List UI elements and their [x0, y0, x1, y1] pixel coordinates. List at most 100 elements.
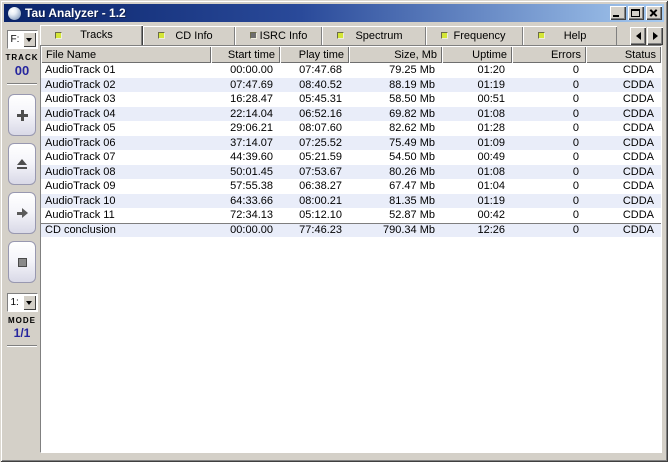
eject-button[interactable]: [8, 143, 36, 185]
cell-status: CDDA: [622, 224, 654, 237]
tab-label: Frequency: [453, 29, 506, 42]
cell-play-time: 06:52.16: [299, 107, 342, 120]
title-bar: Tau Analyzer - 1.2: [4, 4, 664, 22]
mode-select[interactable]: 1:: [6, 293, 38, 312]
cell-size: 81.35 Mb: [389, 194, 435, 207]
column-header-size[interactable]: Size, Mb: [349, 46, 442, 63]
tab-led-icon: [55, 31, 62, 39]
cell-play-time: 05:21.59: [299, 151, 342, 164]
cell-play-time: 05:12.10: [299, 209, 342, 222]
cell-status: CDDA: [622, 78, 654, 91]
tab-label: CD Info: [175, 29, 213, 42]
minimize-button[interactable]: [610, 6, 626, 20]
cell-errors: 0: [572, 180, 579, 193]
cell-file-name: AudioTrack 10: [45, 194, 116, 207]
stop-button[interactable]: [8, 241, 36, 283]
cell-status: CDDA: [622, 64, 654, 77]
drive-select[interactable]: F:: [6, 30, 38, 49]
tab-label: ISRC Info: [259, 29, 308, 42]
mode-select-dropdown-button[interactable]: [22, 295, 36, 310]
drive-select-dropdown-button[interactable]: [22, 32, 36, 47]
cell-start-time: 72:34.13: [230, 209, 273, 222]
column-header-errors[interactable]: Errors: [512, 46, 586, 63]
cell-size: 58.50 Mb: [389, 93, 435, 106]
column-header-start-time[interactable]: Start time: [211, 46, 280, 63]
table-row[interactable]: AudioTrack 09 57:55.38 06:38.27 67.47 Mb 01:…: [41, 179, 661, 194]
table-row[interactable]: AudioTrack 08 50:01.45 07:53.67 80.26 Mb 01:…: [41, 164, 661, 179]
tab-led-icon: [250, 32, 257, 39]
track-table: File Name Start time Play time Size, Mb …: [40, 45, 662, 453]
cell-play-time: 08:07.60: [299, 122, 342, 135]
tab-scroll-left-button[interactable]: [630, 27, 646, 45]
tab-cd-info[interactable]: CD Info: [143, 26, 235, 45]
cell-status: CDDA: [622, 107, 654, 120]
table-row[interactable]: AudioTrack 11 72:34.13 05:12.10 52.87 Mb 00:…: [41, 208, 661, 223]
cell-start-time: 29:06.21: [230, 122, 273, 135]
cell-size: 80.26 Mb: [389, 165, 435, 178]
table-row[interactable]: AudioTrack 02 07:47.69 08:40.52 88.19 Mb 01:…: [41, 77, 661, 92]
start-button[interactable]: [8, 192, 36, 234]
cell-play-time: 77:46.23: [299, 224, 342, 237]
tab-tracks[interactable]: Tracks: [40, 25, 143, 45]
drive-select-value: F:: [10, 34, 20, 45]
tab-scroll-right-button[interactable]: [647, 27, 663, 45]
cell-uptime: 01:08: [477, 107, 505, 120]
cell-file-name: AudioTrack 05: [45, 122, 116, 135]
cell-uptime: 01:19: [477, 78, 505, 91]
mode-label: MODE: [8, 316, 36, 325]
table-row[interactable]: AudioTrack 07 44:39.60 05:21.59 54.50 Mb 00:…: [41, 150, 661, 165]
eject-icon: [17, 159, 27, 169]
cell-file-name: AudioTrack 02: [45, 78, 116, 91]
column-header-uptime[interactable]: Uptime: [442, 46, 512, 63]
cell-size: 54.50 Mb: [389, 151, 435, 164]
summary-row[interactable]: CD conclusion 00:00.00 77:46.23 790.34 Mb 12…: [41, 222, 661, 237]
column-header-status[interactable]: Status: [586, 46, 661, 63]
cell-size: 790.34 Mb: [383, 224, 435, 237]
cell-play-time: 07:53.67: [299, 165, 342, 178]
cell-status: CDDA: [622, 180, 654, 193]
column-header-play-time[interactable]: Play time: [280, 46, 349, 63]
table-row[interactable]: AudioTrack 05 29:06.21 08:07.60 82.62 Mb 01:…: [41, 121, 661, 136]
minimize-icon: [613, 15, 619, 17]
cell-status: CDDA: [622, 93, 654, 106]
cell-play-time: 08:40.52: [299, 78, 342, 91]
table-row[interactable]: AudioTrack 04 22:14.04 06:52.16 69.82 Mb 01:…: [41, 106, 661, 121]
cell-size: 82.62 Mb: [389, 122, 435, 135]
close-button[interactable]: [646, 6, 662, 20]
tabs-container: Tracks CD Info ISRC Info Spectrum Frequency H…: [40, 25, 629, 45]
cell-errors: 0: [572, 165, 579, 178]
cell-file-name: AudioTrack 04: [45, 107, 116, 120]
table-row[interactable]: AudioTrack 03 16:28.47 05:45.31 58.50 Mb 00:…: [41, 92, 661, 107]
cell-file-name: AudioTrack 01: [45, 64, 116, 77]
column-header-file-name[interactable]: File Name: [41, 46, 211, 63]
cell-uptime: 01:09: [477, 136, 505, 149]
tab-led-icon: [441, 32, 448, 39]
tab-frequency[interactable]: Frequency: [426, 26, 523, 45]
tab-spectrum[interactable]: Spectrum: [322, 26, 426, 45]
cell-uptime: 00:49: [477, 151, 505, 164]
chevron-down-icon: [26, 300, 32, 305]
cell-file-name: AudioTrack 03: [45, 93, 116, 106]
cell-start-time: 57:55.38: [230, 180, 273, 193]
cell-file-name: AudioTrack 09: [45, 180, 116, 193]
cell-size: 75.49 Mb: [389, 136, 435, 149]
add-button[interactable]: [8, 94, 36, 136]
cell-file-name: AudioTrack 06: [45, 136, 116, 149]
cell-file-name: AudioTrack 07: [45, 151, 116, 164]
cell-file-name: AudioTrack 08: [45, 165, 116, 178]
cell-errors: 0: [572, 122, 579, 135]
tab-help[interactable]: Help: [523, 26, 617, 45]
cell-start-time: 00:00.00: [230, 64, 273, 77]
cell-file-name: AudioTrack 11: [45, 209, 115, 222]
table-row[interactable]: AudioTrack 06 37:14.07 07:25.52 75.49 Mb 01:…: [41, 135, 661, 150]
stop-icon: [17, 257, 27, 267]
table-row[interactable]: AudioTrack 10 64:33.66 08:00.21 81.35 Mb 01:…: [41, 193, 661, 208]
cell-status: CDDA: [622, 136, 654, 149]
maximize-button[interactable]: [628, 6, 644, 20]
cell-errors: 0: [572, 209, 579, 222]
tab-isrc-info[interactable]: ISRC Info: [235, 26, 322, 45]
cell-start-time: 37:14.07: [230, 136, 273, 149]
cell-errors: 0: [572, 107, 579, 120]
table-row[interactable]: AudioTrack 01 00:00.00 07:47.68 79.25 Mb 01:…: [41, 63, 661, 78]
